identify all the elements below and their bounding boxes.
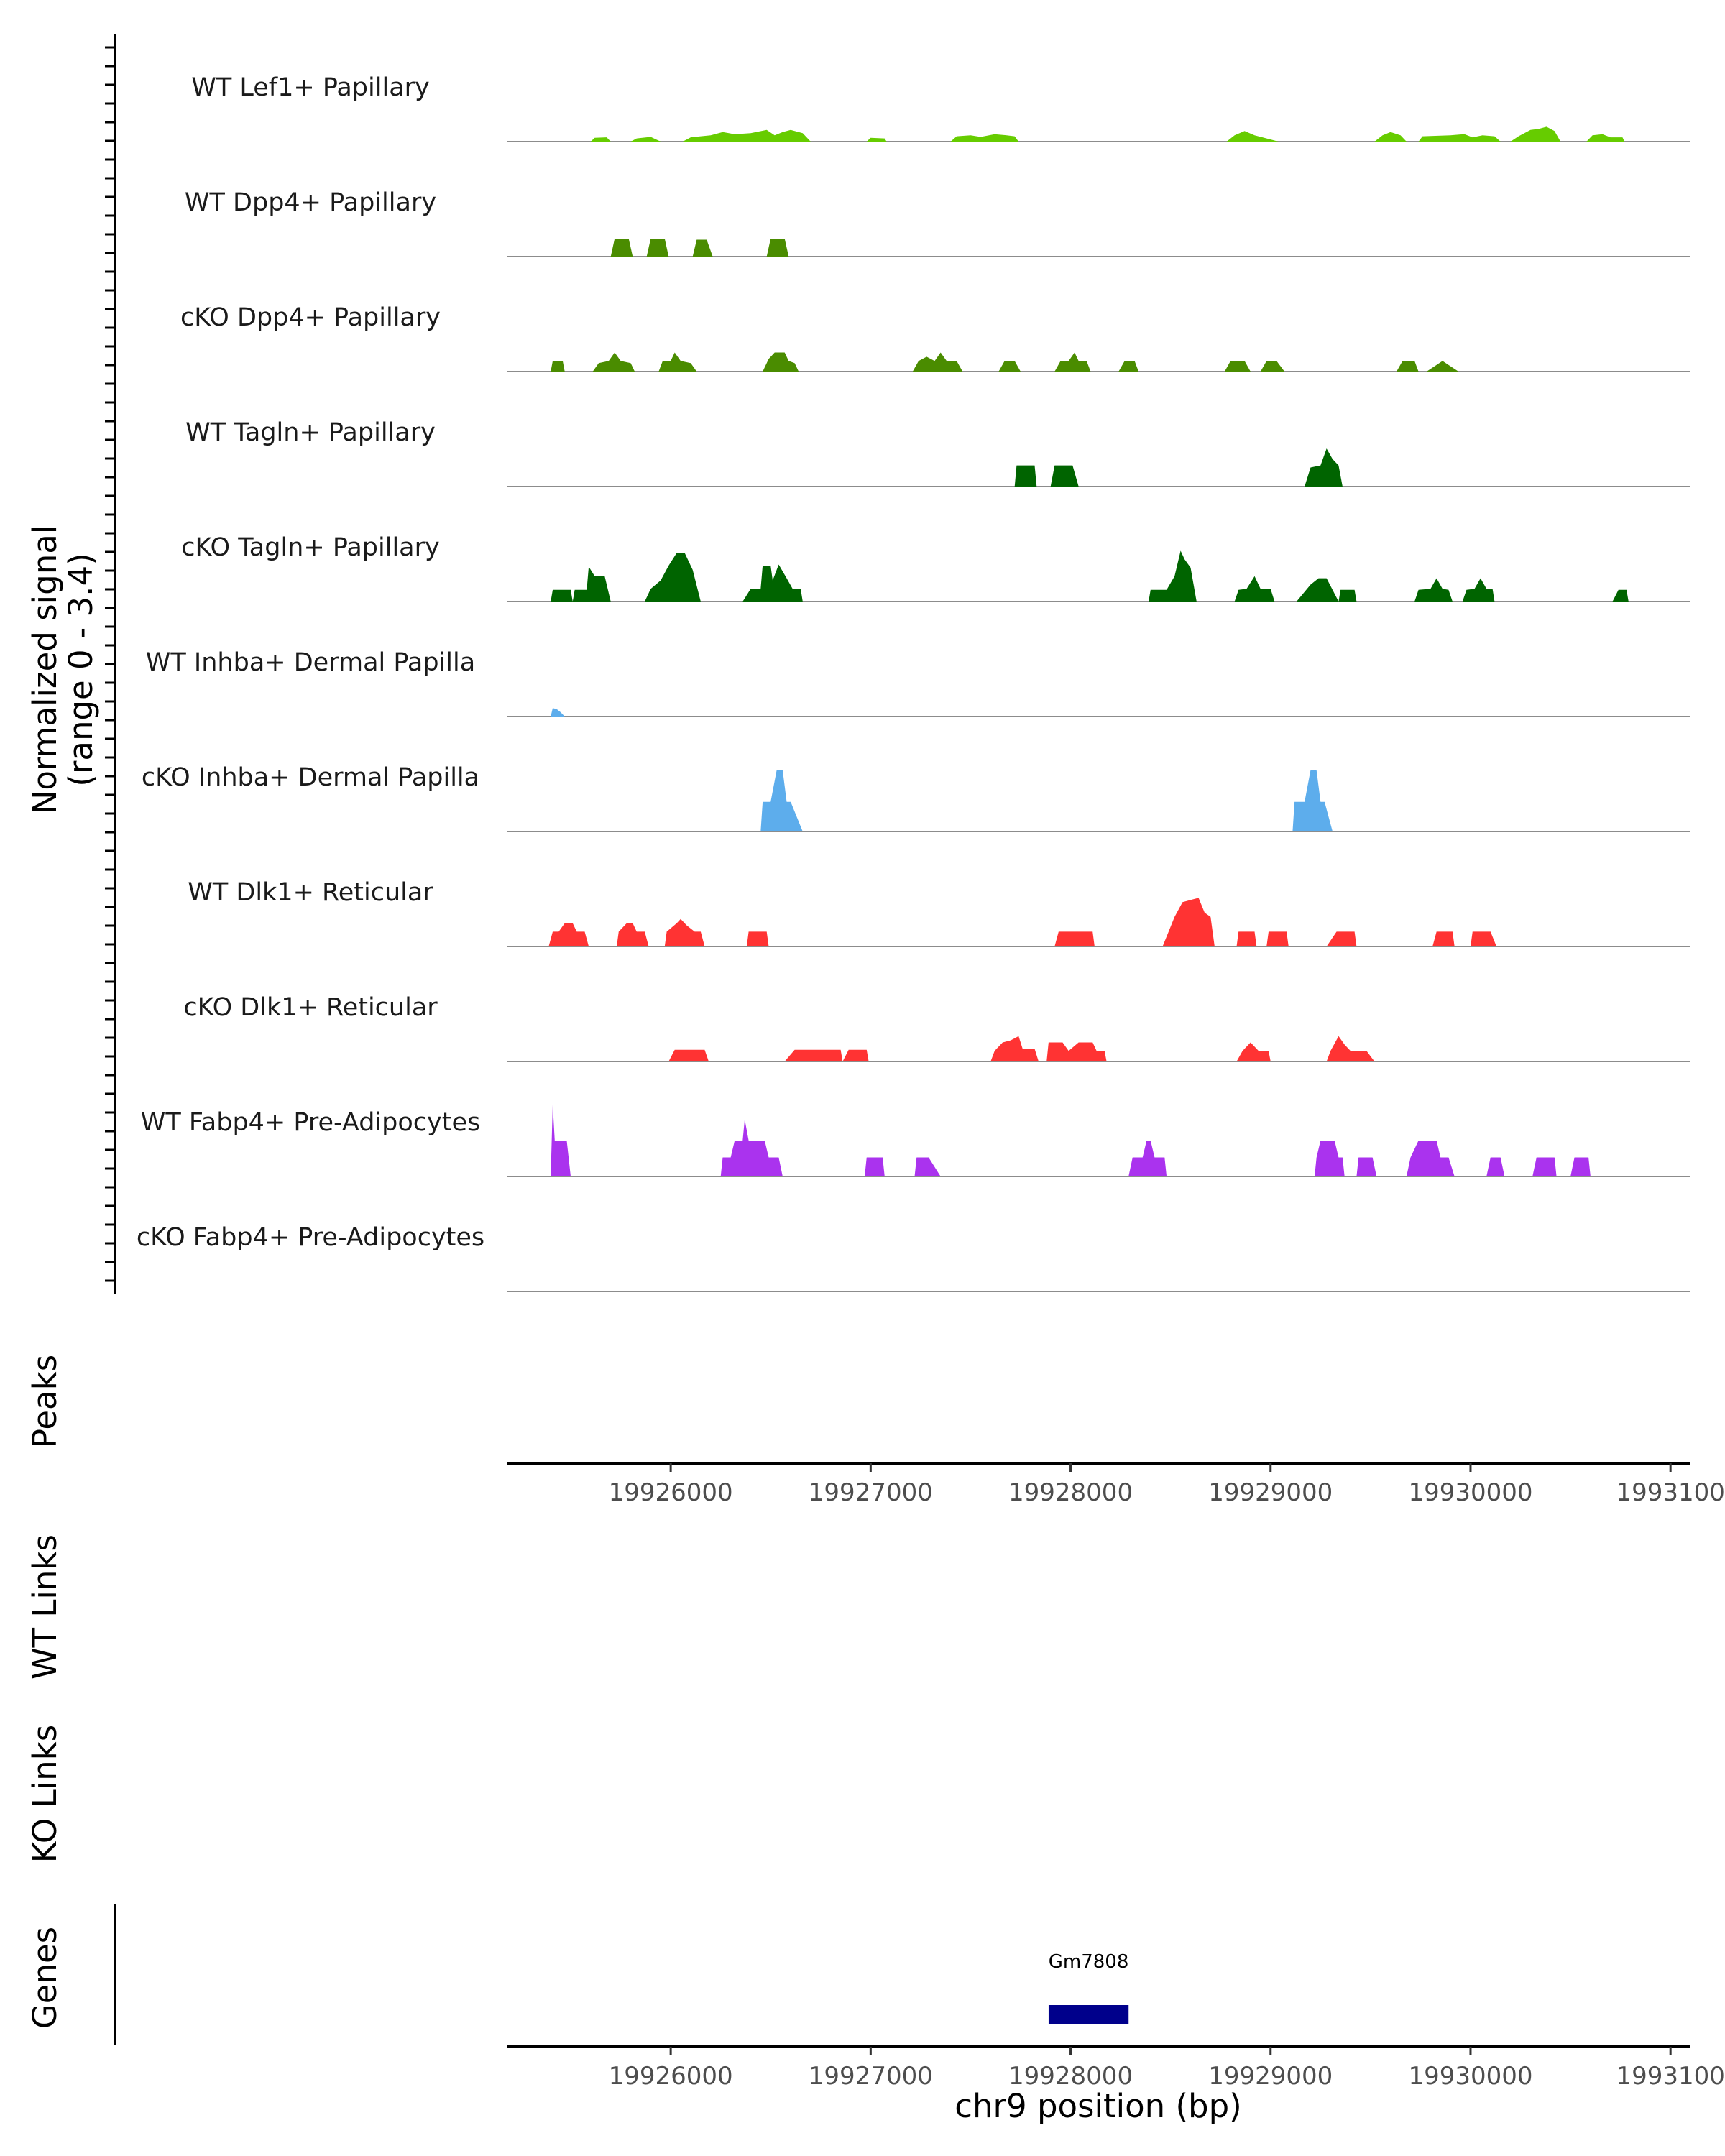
x-tick-label: 19930000 xyxy=(1408,2062,1532,2091)
coverage-area xyxy=(551,1105,1591,1176)
x-axis-title: chr9 position (bp) xyxy=(954,2087,1242,2125)
y-axis-range: (range 0 - 3.4) xyxy=(62,553,100,786)
wt-links-track-label: WT Links xyxy=(26,1534,64,1680)
track-label: cKO Inhba+ Dermal Papilla xyxy=(142,763,479,792)
track-label: cKO Dlk1+ Reticular xyxy=(183,993,438,1022)
x-tick-label: 19929000 xyxy=(1208,2062,1333,2091)
x-tick-label: 19927000 xyxy=(809,1478,933,1507)
signal-y-ticks xyxy=(105,46,115,1282)
coverage-area xyxy=(668,1036,1375,1061)
x-tick-label: 19930000 xyxy=(1408,1478,1532,1507)
coverage-area xyxy=(548,898,1497,946)
ko-links-track-label: KO Links xyxy=(26,1725,64,1863)
x-tick-label: 19928000 xyxy=(1008,2062,1133,2091)
genes-track-label: Genes xyxy=(26,1927,64,2029)
gene-label: Gm7808 xyxy=(1049,1951,1129,1973)
x-tick-label: 19926000 xyxy=(609,2062,733,2091)
coverage-area xyxy=(551,708,565,717)
x-tick-label: 1993100 xyxy=(1616,1478,1724,1507)
y-axis-title: Normalized signal xyxy=(26,525,64,815)
coverage-area xyxy=(590,126,1625,142)
track-label: WT Inhba+ Dermal Papilla xyxy=(146,648,475,677)
gene-body xyxy=(1048,2005,1129,2024)
gene-track: Gm7808 xyxy=(1048,1951,1129,2024)
track-label: cKO Dpp4+ Papillary xyxy=(180,303,441,332)
x-tick-label: 19929000 xyxy=(1208,1478,1333,1507)
track-label: WT Tagln+ Papillary xyxy=(185,418,436,447)
peaks-track-label: Peaks xyxy=(26,1355,64,1448)
coverage-area xyxy=(551,352,1459,372)
x-tick-label: 19927000 xyxy=(809,2062,933,2091)
x-tick-label: 19928000 xyxy=(1008,1478,1133,1507)
coverage-area xyxy=(551,550,1629,602)
track-label: WT Fabp4+ Pre-Adipocytes xyxy=(141,1108,480,1137)
track-label: cKO Fabp4+ Pre-Adipocytes xyxy=(137,1223,484,1252)
x-tick-label: 19926000 xyxy=(609,1478,733,1507)
x-axis-peaks: 19926000 19927000 19928000 19929000 19930000… xyxy=(507,1462,1725,1507)
signal-tracks: WT Lef1+ Papillary WT Dpp4+ Papillary cKO … xyxy=(137,73,1690,1292)
coverage-area xyxy=(1014,448,1343,487)
coverage-area xyxy=(610,239,789,257)
track-label: WT Dpp4+ Papillary xyxy=(185,188,436,217)
coverage-area xyxy=(760,770,1333,831)
track-label: cKO Tagln+ Papillary xyxy=(181,533,440,562)
track-label: WT Dlk1+ Reticular xyxy=(188,878,433,907)
x-tick-label: 1993100 xyxy=(1616,2062,1724,2091)
track-label: WT Lef1+ Papillary xyxy=(191,73,430,102)
x-axis-genes: 19926000 19927000 19928000 19929000 19930000… xyxy=(507,2045,1725,2091)
